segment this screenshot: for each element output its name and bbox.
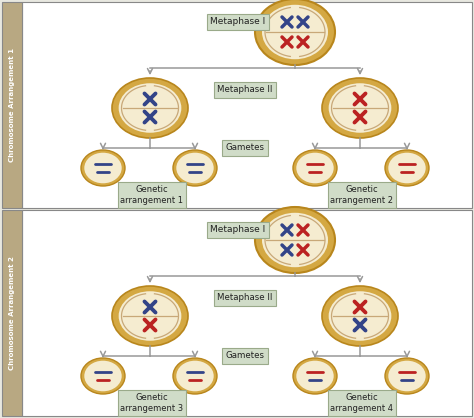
Text: Genetic
arrangement 4: Genetic arrangement 4: [330, 393, 393, 413]
Text: Genetic
arrangement 3: Genetic arrangement 3: [120, 393, 183, 413]
Ellipse shape: [176, 153, 214, 184]
Ellipse shape: [81, 358, 125, 394]
Ellipse shape: [112, 286, 188, 346]
Text: Genetic
arrangement 1: Genetic arrangement 1: [120, 185, 183, 205]
Text: Gametes: Gametes: [226, 143, 264, 153]
FancyBboxPatch shape: [22, 210, 472, 416]
Ellipse shape: [176, 361, 214, 391]
Text: Gametes: Gametes: [226, 352, 264, 360]
FancyBboxPatch shape: [22, 2, 472, 208]
Ellipse shape: [322, 78, 398, 138]
Ellipse shape: [112, 78, 188, 138]
Ellipse shape: [296, 153, 334, 184]
Text: Genetic
arrangement 2: Genetic arrangement 2: [330, 185, 393, 205]
Ellipse shape: [255, 207, 335, 273]
Ellipse shape: [118, 83, 182, 133]
Text: Metaphase II: Metaphase II: [217, 293, 273, 303]
Text: Metaphase I: Metaphase I: [210, 18, 265, 26]
Ellipse shape: [262, 5, 328, 59]
Ellipse shape: [173, 150, 217, 186]
Ellipse shape: [385, 150, 429, 186]
Text: Chromosome Arrangement 1: Chromosome Arrangement 1: [9, 48, 15, 162]
FancyBboxPatch shape: [2, 210, 22, 416]
Ellipse shape: [262, 213, 328, 267]
Text: Chromosome Arrangement 2: Chromosome Arrangement 2: [9, 256, 15, 370]
Ellipse shape: [296, 361, 334, 391]
Ellipse shape: [385, 358, 429, 394]
Ellipse shape: [173, 358, 217, 394]
Ellipse shape: [328, 291, 392, 341]
Text: Metaphase II: Metaphase II: [217, 86, 273, 94]
Ellipse shape: [81, 150, 125, 186]
Ellipse shape: [322, 286, 398, 346]
Ellipse shape: [388, 361, 426, 391]
Text: Metaphase I: Metaphase I: [210, 225, 265, 234]
Ellipse shape: [293, 358, 337, 394]
Ellipse shape: [84, 361, 122, 391]
FancyBboxPatch shape: [2, 2, 22, 208]
Ellipse shape: [84, 153, 122, 184]
Ellipse shape: [388, 153, 426, 184]
Ellipse shape: [328, 83, 392, 133]
Ellipse shape: [293, 150, 337, 186]
Ellipse shape: [118, 291, 182, 341]
Ellipse shape: [255, 0, 335, 65]
